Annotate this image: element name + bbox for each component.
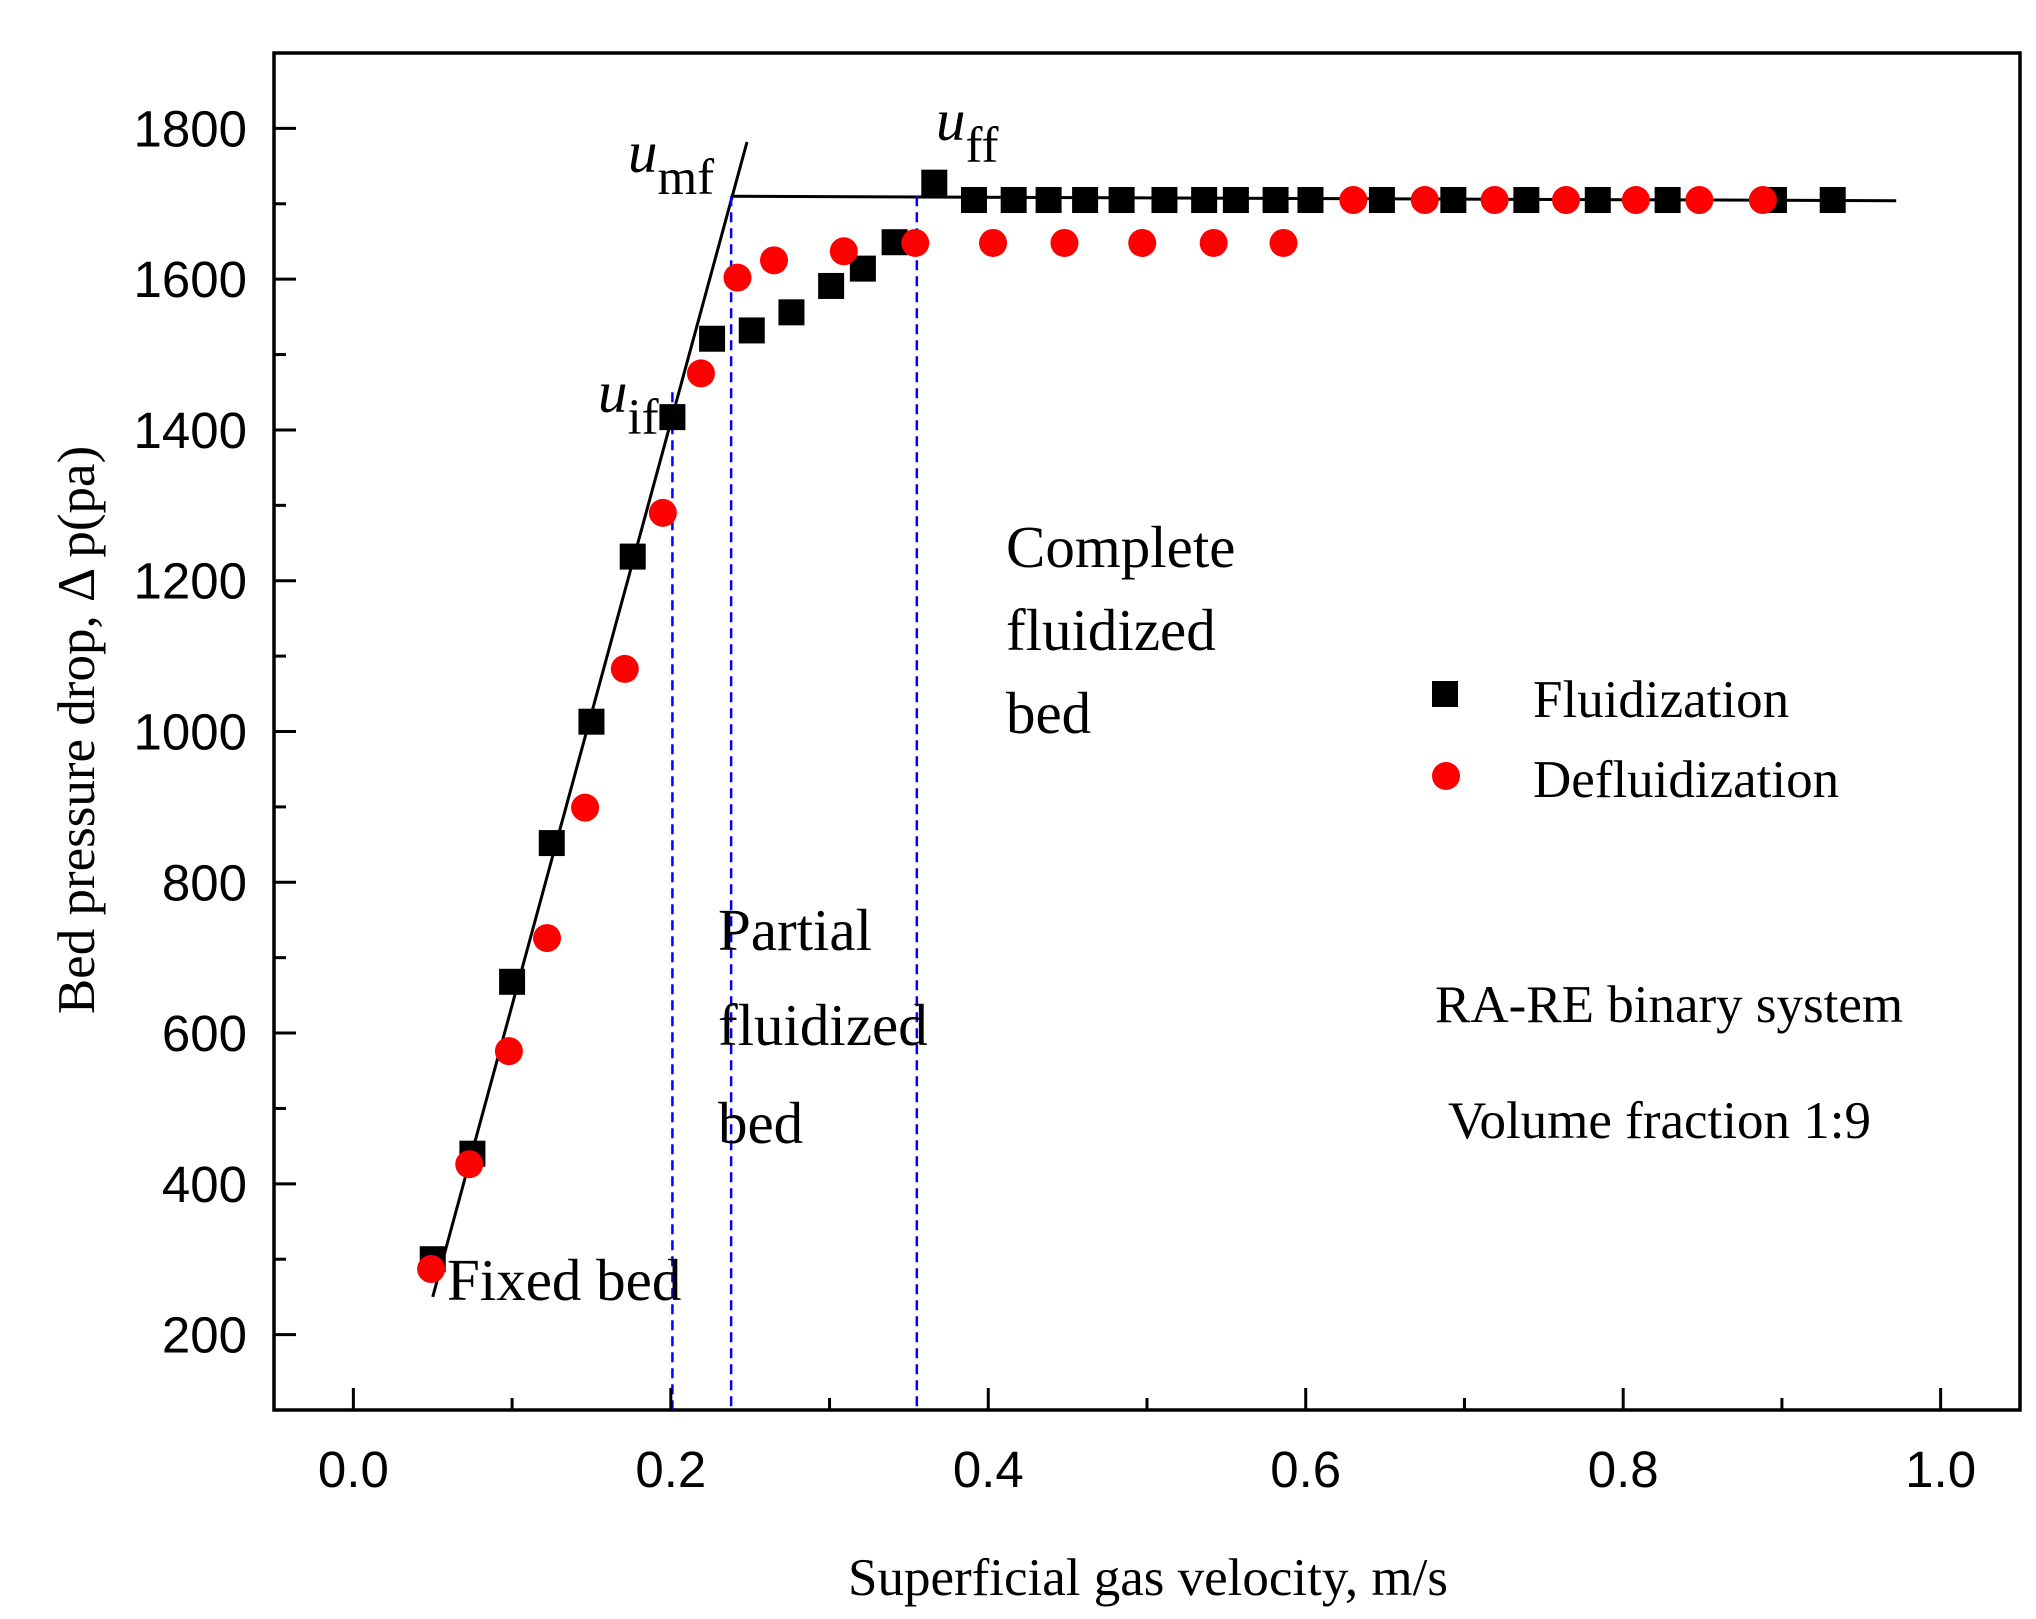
fluidization-point [1654,187,1681,214]
defluidization-point [571,793,600,822]
legend-marker-fluidization [1432,681,1458,707]
legend-label-fluidization: Fluidization [1533,671,1789,729]
defluidization-point [759,246,788,275]
defluidization-point [610,654,639,683]
fluidization-point [1000,187,1027,214]
fluidization-point [619,543,646,570]
y-tick-label: 1800 [134,100,247,157]
fluidization-point [1035,187,1062,214]
series-layer [417,169,1846,1284]
legend-marker-defluidization [1432,762,1460,790]
defluidization-point [1621,186,1650,215]
defluidization-point [494,1037,523,1066]
umf-label: umf [628,119,714,206]
fluidization-point [921,169,948,196]
defluidization-point [1748,186,1777,215]
vertical-guide-lines [671,196,919,1410]
plot-area [272,51,2022,1412]
y-tick-label: 200 [162,1307,247,1364]
fluidization-point [778,299,805,326]
complete-bed-line-2: fluidized [1006,597,1216,663]
fluidization-point [1819,187,1846,214]
plot-frame [272,51,2022,1412]
defluidization-point [1339,186,1368,215]
x-tick-label: 0.6 [1270,1441,1341,1498]
fraction-label: Volume fraction 1:9 [1448,1092,1871,1150]
defluidization-point [686,359,715,388]
y-tick-label: 1600 [134,251,247,308]
system-label: RA-RE binary system [1435,976,1903,1034]
fixed-bed-label: Fixed bed [447,1247,681,1313]
x-tick-label: 0.8 [1588,1441,1659,1498]
fluidization-point [1440,187,1467,214]
uff-label: uff [936,87,999,174]
fluidization-point [1151,187,1178,214]
fluidization-point [960,187,987,214]
fluidization-point [1262,187,1289,214]
defluidization-point [1480,186,1509,215]
x-tick-label: 0.2 [635,1441,706,1498]
legend-label-defluidization: Defluidization [1533,751,1839,809]
partial-bed-line-3: bed [718,1090,803,1156]
defluidization-point [1410,186,1439,215]
defluidization-point [1269,228,1298,257]
fluidization-point [1108,187,1135,214]
fluidization-point [538,830,565,857]
fluidization-point [1297,187,1324,214]
defluidization-point [1685,186,1714,215]
y-tick-label: 600 [162,1005,247,1062]
fluidization-point [1513,187,1540,214]
fluidization-point [1191,187,1218,214]
x-tick-label: 0.0 [318,1441,389,1498]
defluidization-point [901,228,930,257]
fluidization-point [659,404,686,431]
defluidization-point [1128,228,1157,257]
partial-bed-line-2: fluidized [718,992,928,1058]
defluidization-point [723,263,752,292]
y-tick-label: 1400 [134,402,247,459]
axis-ticks: 0.0 0.2 0.4 0.6 0.8 1.0 200 400 600 800 1000 1200 14… [134,51,1976,1498]
y-tick-label: 400 [162,1156,247,1213]
x-tick-label: 0.4 [953,1441,1024,1498]
fluidization-point [1222,187,1249,214]
defluidization-point [533,924,562,953]
legend: Fluidization Defluidization [1432,671,1839,809]
complete-bed-line-3: bed [1006,680,1091,746]
fluidization-point [1368,187,1395,214]
fluidization-point [499,968,526,995]
fluidization-point [1072,187,1099,214]
fluidization-point [699,325,726,352]
y-tick-label: 1000 [134,704,247,761]
fluidization-point [818,272,845,299]
defluidization-point [1552,186,1581,215]
x-tick-label: 1.0 [1905,1441,1976,1498]
defluidization-point [417,1255,446,1284]
y-tick-label: 1200 [134,553,247,610]
fluidization-point [578,708,605,735]
complete-bed-line-1: Complete [1006,514,1235,580]
defluidization-point [455,1150,484,1179]
defluidization-point [1050,228,1079,257]
defluidization-point [648,498,677,527]
defluidization-point [979,228,1008,257]
y-tick-label: 800 [162,854,247,911]
y-axis-title: Bed pressure drop, Δ p(pa) [48,446,106,1014]
defluidization-point [829,237,858,266]
fluidization-point [738,317,765,344]
x-axis-title: Superficial gas velocity, m/s [848,1549,1448,1607]
defluidization-point [1199,228,1228,257]
uif-label: uif [598,359,659,446]
fluidization-point [1584,187,1611,214]
partial-bed-line-1: Partial [718,897,872,963]
